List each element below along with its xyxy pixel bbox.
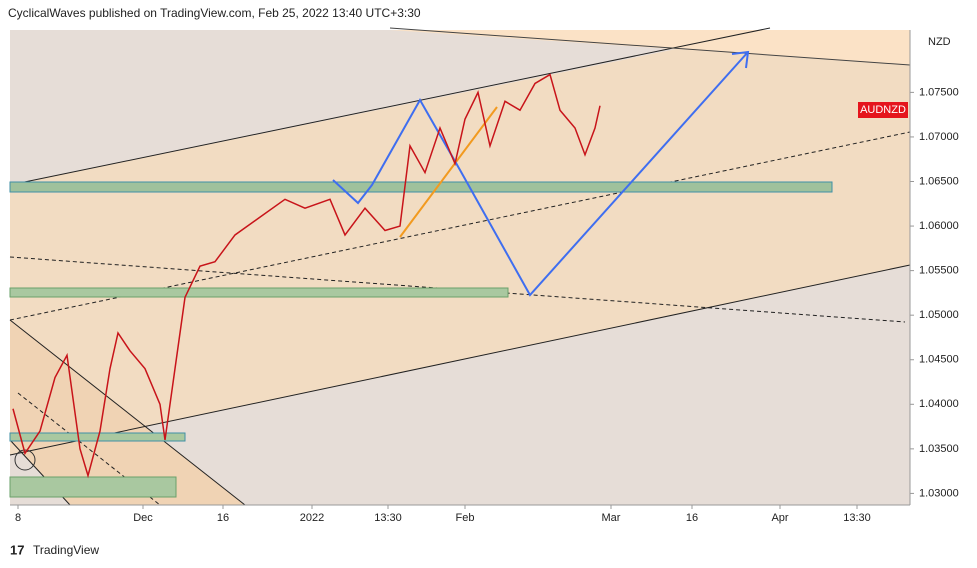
x-tick-label: 13:30 xyxy=(374,512,402,524)
x-tick-label: 16 xyxy=(217,512,229,524)
symbol-label: AUDNZD xyxy=(860,104,906,116)
x-tick-label: 13:30 xyxy=(843,512,871,524)
x-tick-label: Apr xyxy=(771,512,788,524)
x-tick-label: 16 xyxy=(686,512,698,524)
y-tick-label: 1.06000 xyxy=(919,220,959,232)
price-line xyxy=(12,73,601,479)
x-tick-label: Dec xyxy=(133,512,153,524)
currency: NZD xyxy=(928,36,951,48)
y-tick-label: 1.05500 xyxy=(919,265,959,277)
x-tick-label: Mar xyxy=(602,512,621,524)
header: CyclicalWaves published on TradingView.c… xyxy=(8,6,421,20)
y-tick-label: 1.04000 xyxy=(919,398,959,410)
y-tick-label: 1.06500 xyxy=(919,175,959,187)
y-tick-label: 1.03000 xyxy=(919,487,959,499)
y-tick-label: 1.07500 xyxy=(919,86,959,98)
x-tick-label: 8 xyxy=(15,512,21,524)
footer-logo: 17 xyxy=(10,542,24,557)
y-tick-label: 1.03500 xyxy=(919,443,959,455)
y-tick-label: 1.05000 xyxy=(919,309,959,321)
x-tick-label: 2022 xyxy=(300,512,324,524)
drawings xyxy=(9,27,911,506)
x-tick-label: Feb xyxy=(456,512,475,524)
y-tick-label: 1.04500 xyxy=(919,354,959,366)
y-tick-label: 1.07000 xyxy=(919,131,959,143)
footer: TradingView xyxy=(33,543,99,557)
symbol-badge xyxy=(858,102,908,118)
